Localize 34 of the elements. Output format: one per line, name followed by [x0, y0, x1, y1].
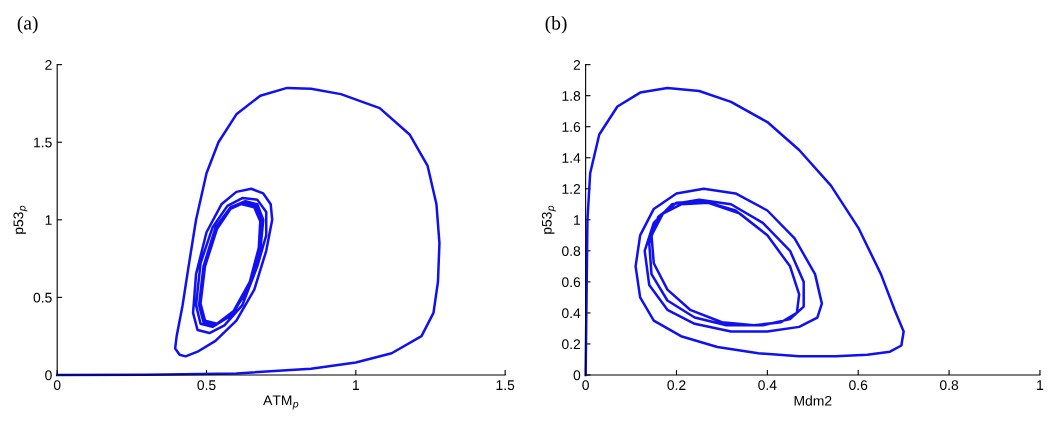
chart-title: (a): [17, 15, 38, 34]
x-tick-label: 1.5: [496, 380, 515, 391]
x-tick-label: 0.6: [849, 380, 868, 391]
x-tick-label: 0.2: [667, 380, 686, 391]
y-tick-label: 1: [45, 215, 52, 225]
x-tick-label: 0: [582, 380, 589, 391]
y-tick-label: 0.4: [562, 308, 581, 319]
x-tick-label: 0.8: [939, 380, 959, 391]
line-series: [55, 86, 441, 377]
x-tick-label: 1: [353, 380, 360, 390]
y-tick-label: 1.6: [562, 122, 581, 132]
chart-title: (b): [545, 15, 567, 34]
x-tick-label: 1: [1037, 380, 1044, 390]
x-axis-title: ATM$_{p}$: [263, 395, 299, 410]
x-tick-label: 0.4: [758, 380, 777, 391]
x-axis-title: Mdm2: [794, 395, 832, 406]
x-tick-label: 0: [53, 380, 61, 391]
y-tick-label: 0: [573, 370, 581, 381]
y-tick-label: 0.2: [562, 339, 581, 350]
y-tick-label: 1: [574, 215, 581, 225]
y-axis-title: p53$_{p}$: [13, 205, 28, 234]
y-tick-label: 1.5: [34, 137, 52, 148]
y-tick-label: 0.5: [33, 292, 52, 303]
x-tick-label: 0.5: [197, 380, 216, 391]
line-series: [584, 86, 905, 377]
y-tick-label: 1.4: [562, 153, 581, 163]
y-tick-label: 0.6: [562, 277, 581, 288]
y-tick-label: 0: [45, 370, 52, 381]
y-tick-label: 0.8: [562, 246, 581, 257]
y-tick-label: 1.8: [562, 91, 581, 101]
y-tick-label: 2: [45, 59, 52, 70]
y-tick-label: 1.2: [562, 184, 581, 194]
y-tick-label: 2: [573, 59, 581, 70]
y-axis-title: p53$_{p}$: [541, 205, 556, 234]
